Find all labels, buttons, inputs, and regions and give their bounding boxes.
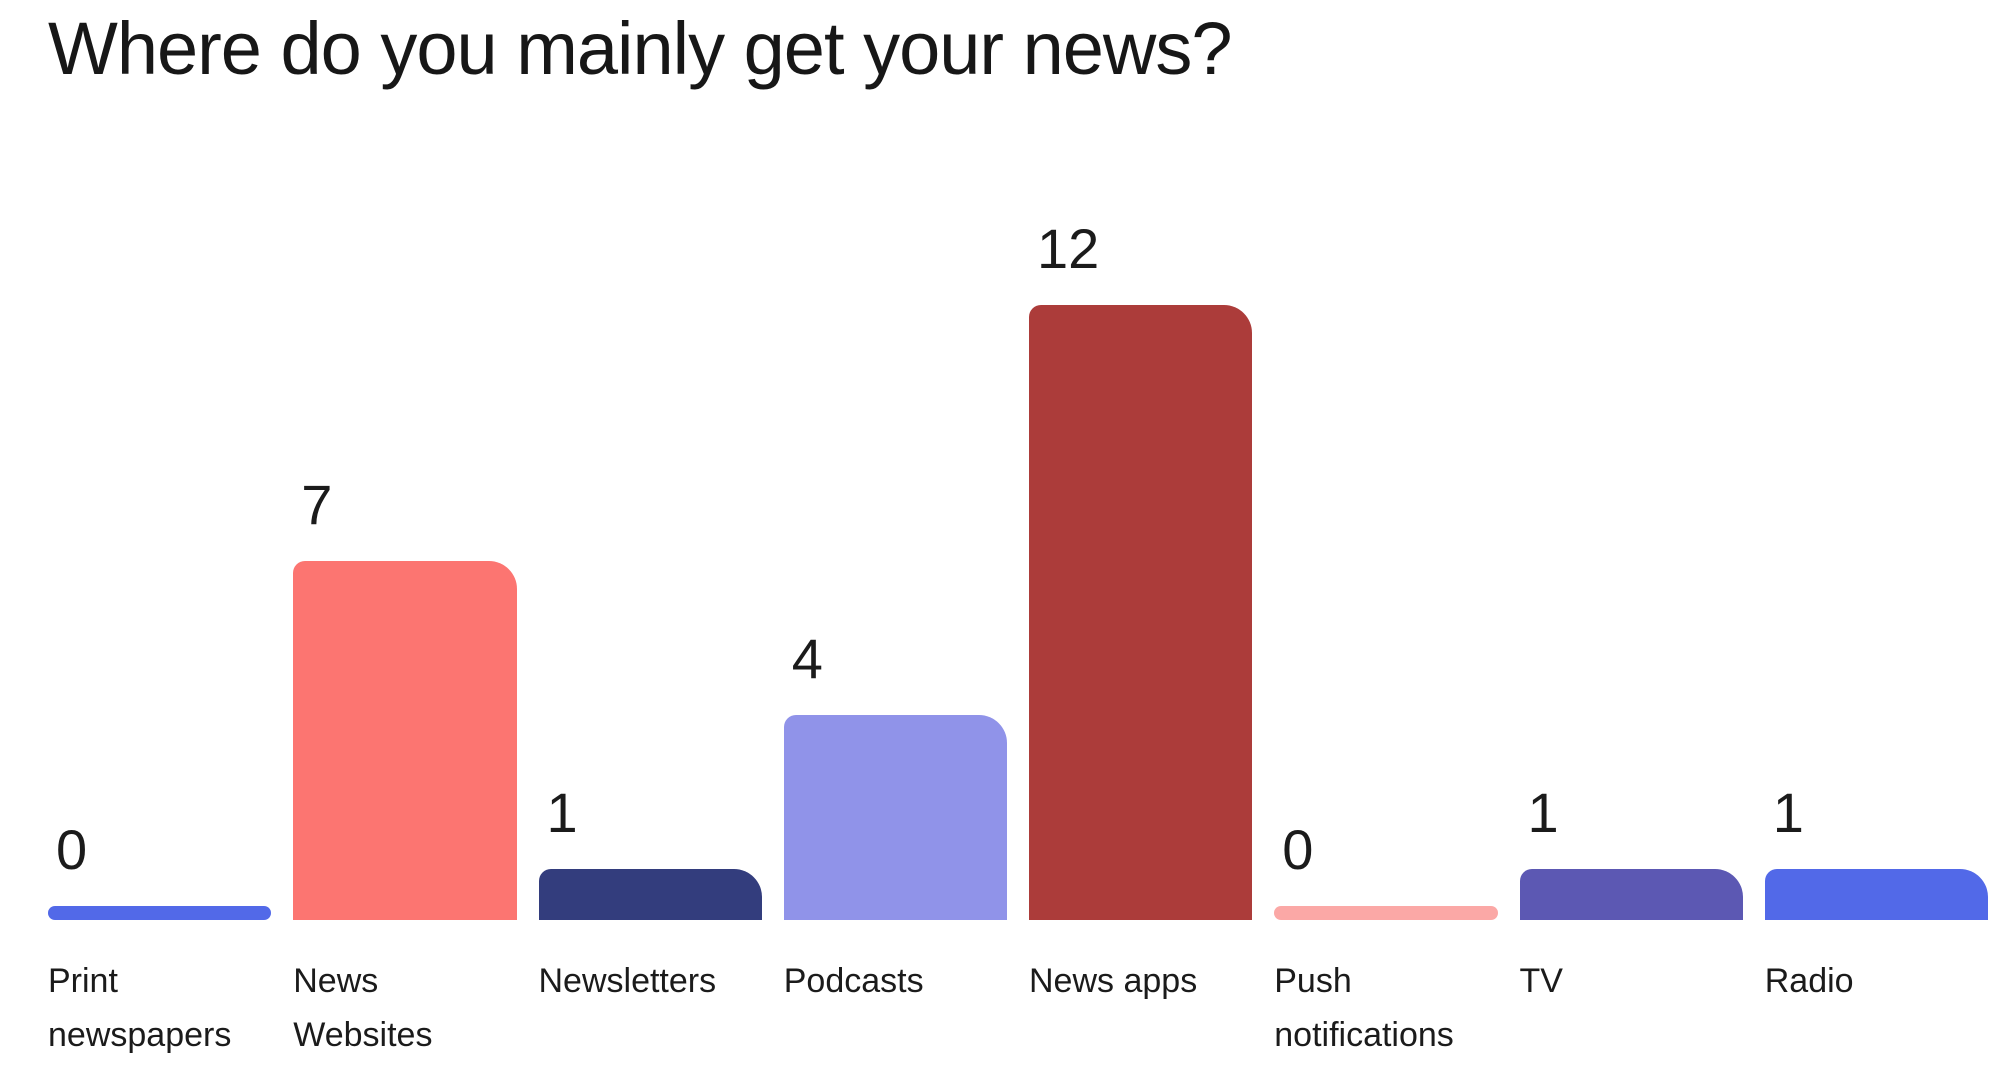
bar-value-label: 1 <box>1772 781 1804 844</box>
bar-value-label: 1 <box>546 781 578 844</box>
chart-title: Where do you mainly get your news? <box>48 7 1232 90</box>
bar-value-label: 4 <box>791 627 823 690</box>
bar-column-push-notifications: 0 Push notifications <box>1274 305 1498 1054</box>
bar-value-label: 1 <box>1527 781 1559 844</box>
bar-category-label: Radio <box>1764 962 1854 1000</box>
bar-value-label: 0 <box>56 818 88 881</box>
bar-push-notifications[interactable] <box>1274 906 1498 920</box>
bar-column-news-websites: 7 News Websites <box>293 305 517 1054</box>
bar-podcasts[interactable] <box>783 715 1007 920</box>
bar-category-label: News Websites <box>293 962 433 1055</box>
bar-value-label: 12 <box>1037 217 1100 280</box>
bar-column-tv: 1 TV <box>1519 305 1743 1000</box>
bar-category-label: Podcasts <box>783 962 924 1000</box>
bar-column-news-apps: 12 News apps <box>1029 221 1253 1000</box>
bar-category-label: TV <box>1519 962 1563 1000</box>
bar-tv[interactable] <box>1519 869 1743 920</box>
bar-category-label: Push notifications <box>1274 962 1454 1055</box>
bar-print-newspapers[interactable] <box>48 906 272 920</box>
bar-column-print-newspapers: 0 Print newspapers <box>48 305 272 1054</box>
bar-chart: 0 Print newspapers 7 News Websites 1 Newslett… <box>48 221 1988 1054</box>
bar-category-label: Print newspapers <box>48 962 232 1055</box>
bar-column-newsletters: 1 Newsletters <box>538 305 762 1000</box>
bar-value-label: 7 <box>301 473 333 536</box>
bar-news-apps[interactable] <box>1029 305 1253 920</box>
bar-newsletters[interactable] <box>538 869 762 920</box>
bar-radio[interactable] <box>1764 869 1988 920</box>
bar-news-websites[interactable] <box>293 561 517 920</box>
bar-category-label: Newsletters <box>538 962 717 1000</box>
bar-category-label: News apps <box>1029 962 1198 1000</box>
bar-column-podcasts: 4 Podcasts <box>783 305 1007 1000</box>
bar-value-label: 0 <box>1282 818 1314 881</box>
bar-column-radio: 1 Radio <box>1764 305 1988 1000</box>
